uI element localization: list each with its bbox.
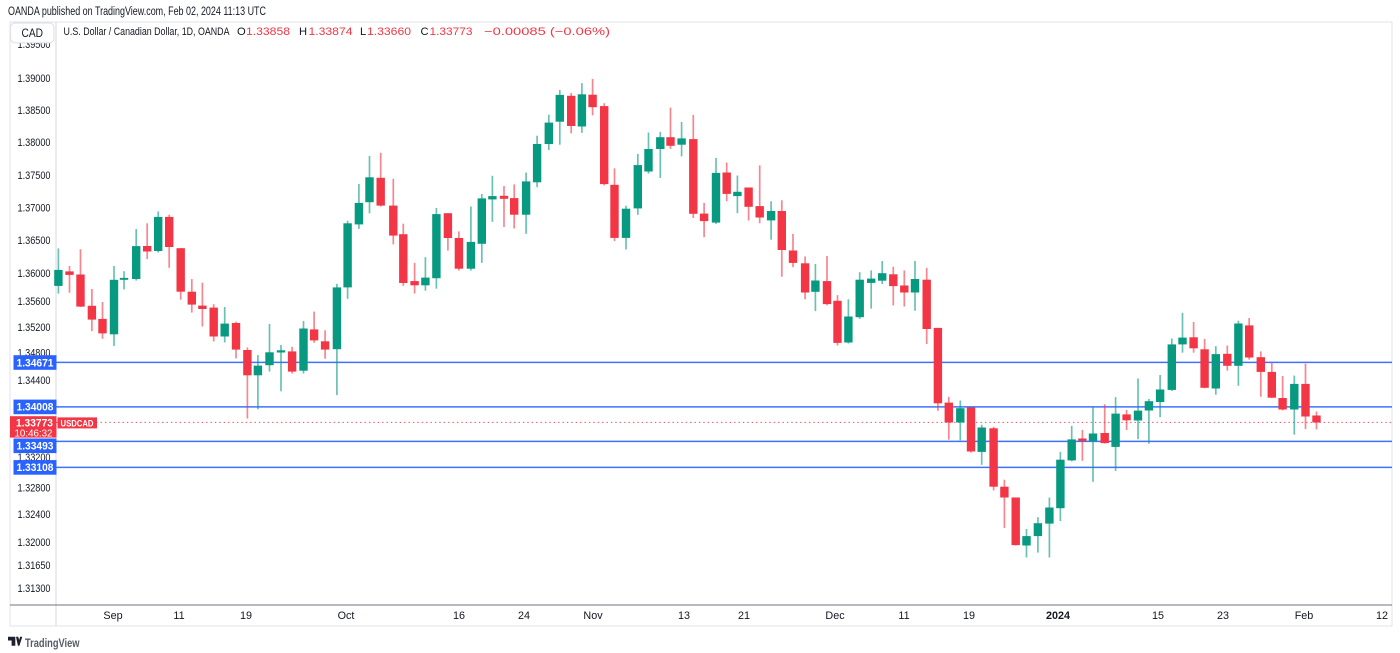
svg-text:H: H: [299, 26, 307, 38]
svg-text:19: 19: [963, 610, 975, 622]
svg-text:−0.00085 (−0.06%): −0.00085 (−0.06%): [484, 26, 610, 38]
svg-text:10:46:32: 10:46:32: [15, 428, 53, 439]
svg-text:11: 11: [898, 610, 909, 622]
svg-text:1.33493: 1.33493: [17, 441, 54, 453]
svg-text:12: 12: [1376, 610, 1388, 622]
svg-text:1.38000: 1.38000: [18, 137, 51, 149]
svg-text:13: 13: [678, 610, 690, 622]
svg-text:1.37000: 1.37000: [18, 203, 51, 215]
svg-text:U.S. Dollar / Canadian Dollar,: U.S. Dollar / Canadian Dollar, 1D, OANDA: [64, 26, 231, 38]
svg-text:1.39000: 1.39000: [18, 73, 51, 85]
svg-text:TradingView: TradingView: [25, 636, 80, 650]
svg-text:1.31300: 1.31300: [18, 583, 51, 595]
svg-text:1.34671: 1.34671: [17, 357, 54, 369]
svg-text:1.33660: 1.33660: [367, 26, 411, 38]
svg-text:Feb: Feb: [1295, 610, 1314, 622]
svg-text:1.33858: 1.33858: [246, 26, 290, 38]
svg-text:Nov: Nov: [583, 610, 603, 622]
svg-text:1.33874: 1.33874: [309, 26, 353, 38]
svg-text:1.32000: 1.32000: [18, 537, 51, 549]
svg-text:1.32400: 1.32400: [18, 509, 51, 521]
svg-text:24: 24: [518, 610, 530, 622]
svg-text:1.33773: 1.33773: [16, 418, 53, 430]
svg-text:1.34400: 1.34400: [18, 375, 51, 387]
svg-text:Oct: Oct: [338, 610, 355, 622]
svg-text:1.36000: 1.36000: [18, 268, 51, 280]
svg-text:1.35200: 1.35200: [18, 322, 51, 334]
svg-text:L: L: [360, 26, 366, 38]
svg-text:16: 16: [453, 610, 465, 622]
svg-text:11: 11: [173, 610, 184, 622]
svg-text:1.32800: 1.32800: [18, 483, 51, 495]
svg-text:1.36500: 1.36500: [18, 235, 51, 247]
svg-text:O: O: [237, 26, 246, 38]
svg-text:CAD: CAD: [22, 28, 44, 40]
svg-text:1.34008: 1.34008: [17, 402, 54, 414]
svg-text:1.33108: 1.33108: [17, 462, 54, 474]
svg-text:2024: 2024: [1046, 610, 1070, 622]
svg-text:1.31650: 1.31650: [18, 560, 51, 572]
svg-text:Sep: Sep: [103, 610, 122, 622]
svg-text:19: 19: [240, 610, 252, 622]
svg-text:1.37500: 1.37500: [18, 170, 51, 182]
svg-text:1.35600: 1.35600: [18, 296, 51, 308]
svg-text:OANDA published on TradingView: OANDA published on TradingView.com, Feb …: [8, 4, 266, 18]
svg-text:Dec: Dec: [825, 610, 845, 622]
svg-text:USDCAD: USDCAD: [61, 418, 94, 428]
svg-text:23: 23: [1217, 610, 1229, 622]
svg-text:21: 21: [738, 610, 750, 622]
svg-text:15: 15: [1152, 610, 1164, 622]
svg-text:1.33773: 1.33773: [430, 26, 473, 38]
svg-text:1.38500: 1.38500: [18, 105, 51, 117]
svg-text:C: C: [421, 26, 429, 38]
